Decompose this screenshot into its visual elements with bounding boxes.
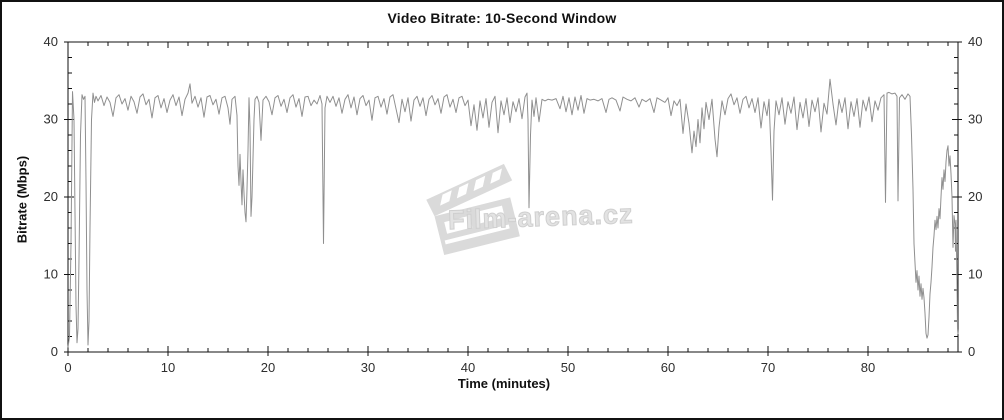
x-tick-label: 20 <box>261 360 275 375</box>
x-tick-label: 0 <box>64 360 71 375</box>
x-tick-label: 70 <box>761 360 775 375</box>
bitrate-line <box>67 78 959 348</box>
y-tick-label-right: 0 <box>968 344 975 359</box>
y-tick-label-left: 30 <box>44 112 58 127</box>
x-tick-label: 60 <box>661 360 675 375</box>
chart-title: Video Bitrate: 10-Second Window <box>387 10 617 26</box>
x-tick-label: 50 <box>561 360 575 375</box>
axis-ticks <box>64 41 962 356</box>
y-tick-label-right: 10 <box>968 267 982 282</box>
plot-border <box>67 41 959 353</box>
x-tick-label: 40 <box>461 360 475 375</box>
y-tick-label-left: 40 <box>44 34 58 49</box>
y-tick-label-right: 40 <box>968 34 982 49</box>
x-tick-label: 30 <box>361 360 375 375</box>
x-axis-label: Time (minutes) <box>457 376 551 391</box>
y-tick-label-left: 10 <box>44 267 58 282</box>
x-tick-label: 80 <box>861 360 875 375</box>
y-tick-label-right: 30 <box>968 112 982 127</box>
y-tick-label-left: 20 <box>44 189 58 204</box>
y-tick-label-left: 0 <box>51 344 58 359</box>
y-tick-label-right: 20 <box>968 189 982 204</box>
x-tick-label: 10 <box>161 360 175 375</box>
